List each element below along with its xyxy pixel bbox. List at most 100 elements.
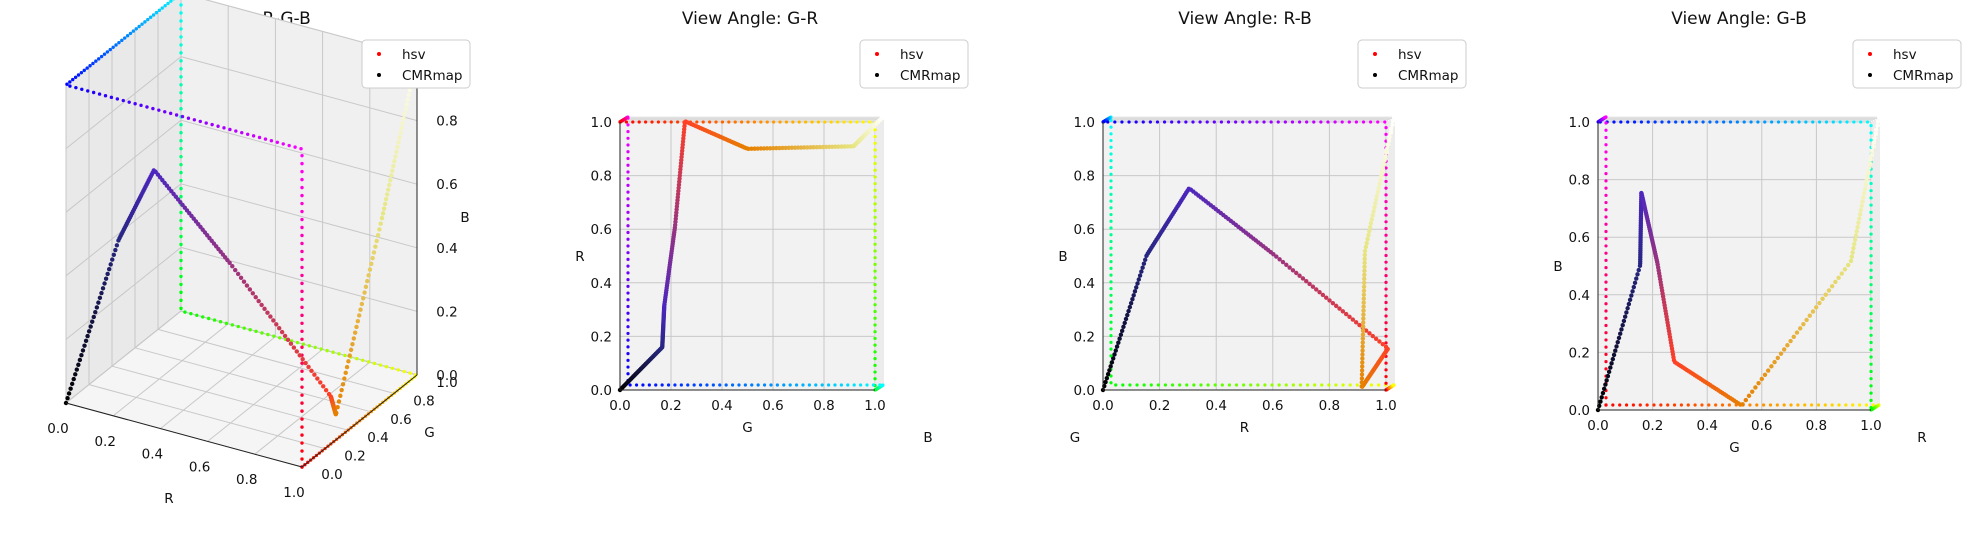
point-hsv — [1384, 253, 1388, 258]
point-hsv — [1384, 368, 1388, 372]
point-hsv — [1624, 403, 1629, 407]
point-cmrmap — [1361, 292, 1367, 297]
point-cmrmap — [241, 279, 247, 284]
point-hsv — [1844, 403, 1848, 407]
point-hsv — [873, 289, 877, 293]
point-cmrmap — [358, 307, 363, 312]
point-hsv — [669, 120, 673, 124]
point-cmrmap — [1750, 389, 1755, 394]
point-cmrmap — [1381, 162, 1386, 167]
point-cmrmap — [1377, 181, 1382, 187]
point-cmrmap — [1603, 382, 1608, 387]
point-cmrmap — [1359, 380, 1365, 385]
point-hsv — [1355, 383, 1359, 387]
point-hsv — [873, 336, 877, 341]
point-cmrmap — [288, 341, 294, 346]
point-hsv — [873, 202, 877, 206]
point-cmrmap — [808, 145, 813, 150]
point-cmrmap — [315, 376, 320, 381]
point-hsv — [1869, 189, 1873, 193]
point-cmrmap — [352, 330, 358, 335]
point-cmrmap — [388, 178, 393, 183]
point-cmrmap — [795, 145, 801, 150]
point-cmrmap — [110, 257, 115, 262]
point-cmrmap — [1868, 157, 1873, 162]
point-hsv — [1290, 120, 1295, 124]
point-hsv — [1305, 120, 1309, 124]
point-hsv — [1234, 120, 1238, 124]
point-hsv — [1768, 403, 1773, 407]
point-cmrmap — [1128, 300, 1134, 306]
point-hsv — [300, 329, 304, 333]
point-hsv — [1109, 327, 1113, 331]
point-hsv — [300, 409, 304, 413]
point-cmrmap — [338, 393, 343, 398]
point-cmrmap — [1134, 285, 1139, 290]
point-hsv — [179, 226, 183, 231]
point-cmrmap — [262, 306, 267, 312]
point-hsv — [626, 129, 630, 134]
point-hsv — [1604, 352, 1608, 356]
point-cmrmap — [271, 318, 276, 323]
point-hsv — [179, 3, 183, 7]
point-hsv — [80, 87, 84, 91]
point-cmrmap — [1374, 193, 1380, 198]
grid-line — [160, 336, 276, 429]
point-hsv — [300, 209, 304, 214]
point-hsv — [1604, 200, 1608, 205]
point-hsv — [873, 323, 877, 327]
point-hsv — [183, 310, 187, 314]
point-hsv — [730, 383, 735, 387]
point-hsv — [1776, 120, 1781, 124]
point-cmrmap — [394, 149, 399, 154]
point-hsv — [206, 316, 211, 321]
point-cmrmap — [291, 345, 297, 350]
point-cmrmap — [309, 368, 314, 374]
point-cmrmap — [1369, 217, 1375, 222]
point-hsv — [128, 31, 133, 36]
point-cmrmap — [86, 329, 92, 334]
point-hsv — [1869, 239, 1873, 243]
point-hsv — [300, 385, 304, 389]
point-cmrmap — [789, 145, 795, 150]
legend-label-cmrmap: CMRmap — [1398, 68, 1458, 84]
point-cmrmap — [1390, 122, 1395, 128]
point-hsv — [179, 194, 183, 199]
point-cmrmap — [1108, 364, 1113, 369]
point-hsv — [1109, 219, 1113, 223]
point-hsv — [1869, 174, 1873, 178]
point-cmrmap — [1368, 221, 1374, 226]
point-hsv — [1823, 403, 1827, 407]
point-hsv — [295, 340, 300, 345]
point-cmrmap — [1604, 378, 1609, 383]
point-hsv — [626, 156, 630, 161]
point-hsv — [163, 110, 167, 114]
point-hsv — [873, 175, 877, 179]
y-axis-label: G — [424, 425, 434, 441]
point-hsv — [300, 289, 304, 294]
point-hsv — [168, 111, 173, 116]
point-hsv — [1384, 240, 1388, 244]
point-cmrmap — [1619, 327, 1624, 332]
legend-box — [1852, 39, 1962, 89]
point-cmrmap — [1362, 260, 1367, 266]
point-hsv — [1869, 283, 1873, 287]
z-axis-label: G — [1070, 430, 1080, 446]
point-cmrmap — [294, 349, 300, 354]
point-hsv — [1178, 383, 1182, 387]
x-tick-label: 0.4 — [142, 447, 163, 463]
y-tick-label: 1.0 — [591, 115, 612, 131]
x-axis-label: G — [1729, 440, 1739, 456]
point-hsv — [179, 43, 183, 47]
point-cmrmap — [265, 310, 270, 315]
point-hsv — [873, 269, 877, 273]
point-hsv — [74, 85, 78, 90]
point-hsv — [743, 383, 747, 387]
point-hsv — [1869, 377, 1873, 381]
point-cmrmap — [88, 324, 93, 329]
point-hsv — [724, 383, 728, 387]
point-hsv — [307, 344, 312, 348]
point-hsv — [179, 75, 183, 79]
point-cmrmap — [1307, 281, 1312, 287]
point-cmrmap — [1362, 256, 1367, 262]
